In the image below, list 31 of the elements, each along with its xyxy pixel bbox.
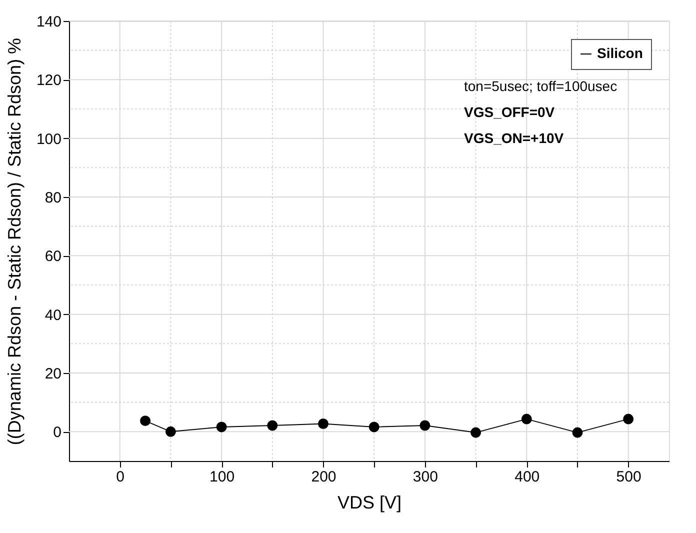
x-tick-label: 200: [311, 468, 336, 486]
point: [470, 427, 482, 438]
x-axis-title: VDS [V]: [337, 492, 402, 512]
y-tick-label: 120: [36, 72, 62, 90]
annotation: ton=5usec; toff=100usec: [464, 78, 618, 94]
y-tick-label: 40: [44, 306, 62, 324]
y-tick-label: 80: [44, 190, 62, 206]
point: [420, 420, 430, 431]
y-axis-title: ((Dynamic Rdson - Static Rdson) / Static Rdson) %: [4, 38, 24, 446]
annotation: VGS_OFF=0V: [464, 104, 556, 120]
y-tick-label: 20: [44, 366, 62, 382]
x-tick-label: 0: [116, 468, 125, 486]
point: [572, 427, 583, 438]
point: [521, 414, 532, 424]
point: [368, 422, 380, 432]
x-tick-label: 100: [210, 468, 235, 486]
y-tick-label: 140: [36, 14, 62, 30]
point: [267, 420, 278, 431]
x-tick-label: 300: [412, 468, 438, 486]
point: [318, 418, 328, 429]
legend-label: Silicon: [597, 45, 643, 61]
y-tick-label: 100: [36, 130, 62, 148]
point: [165, 426, 176, 437]
point: [623, 414, 634, 424]
annotation: VGS_ON=+10V: [464, 130, 564, 146]
x-tick-label: 500: [616, 468, 642, 486]
point: [140, 416, 151, 426]
x-tick-label: 400: [514, 468, 540, 486]
y-tick-label: 60: [44, 248, 62, 266]
y-tick-label: 0: [53, 424, 62, 442]
point: [216, 422, 227, 432]
